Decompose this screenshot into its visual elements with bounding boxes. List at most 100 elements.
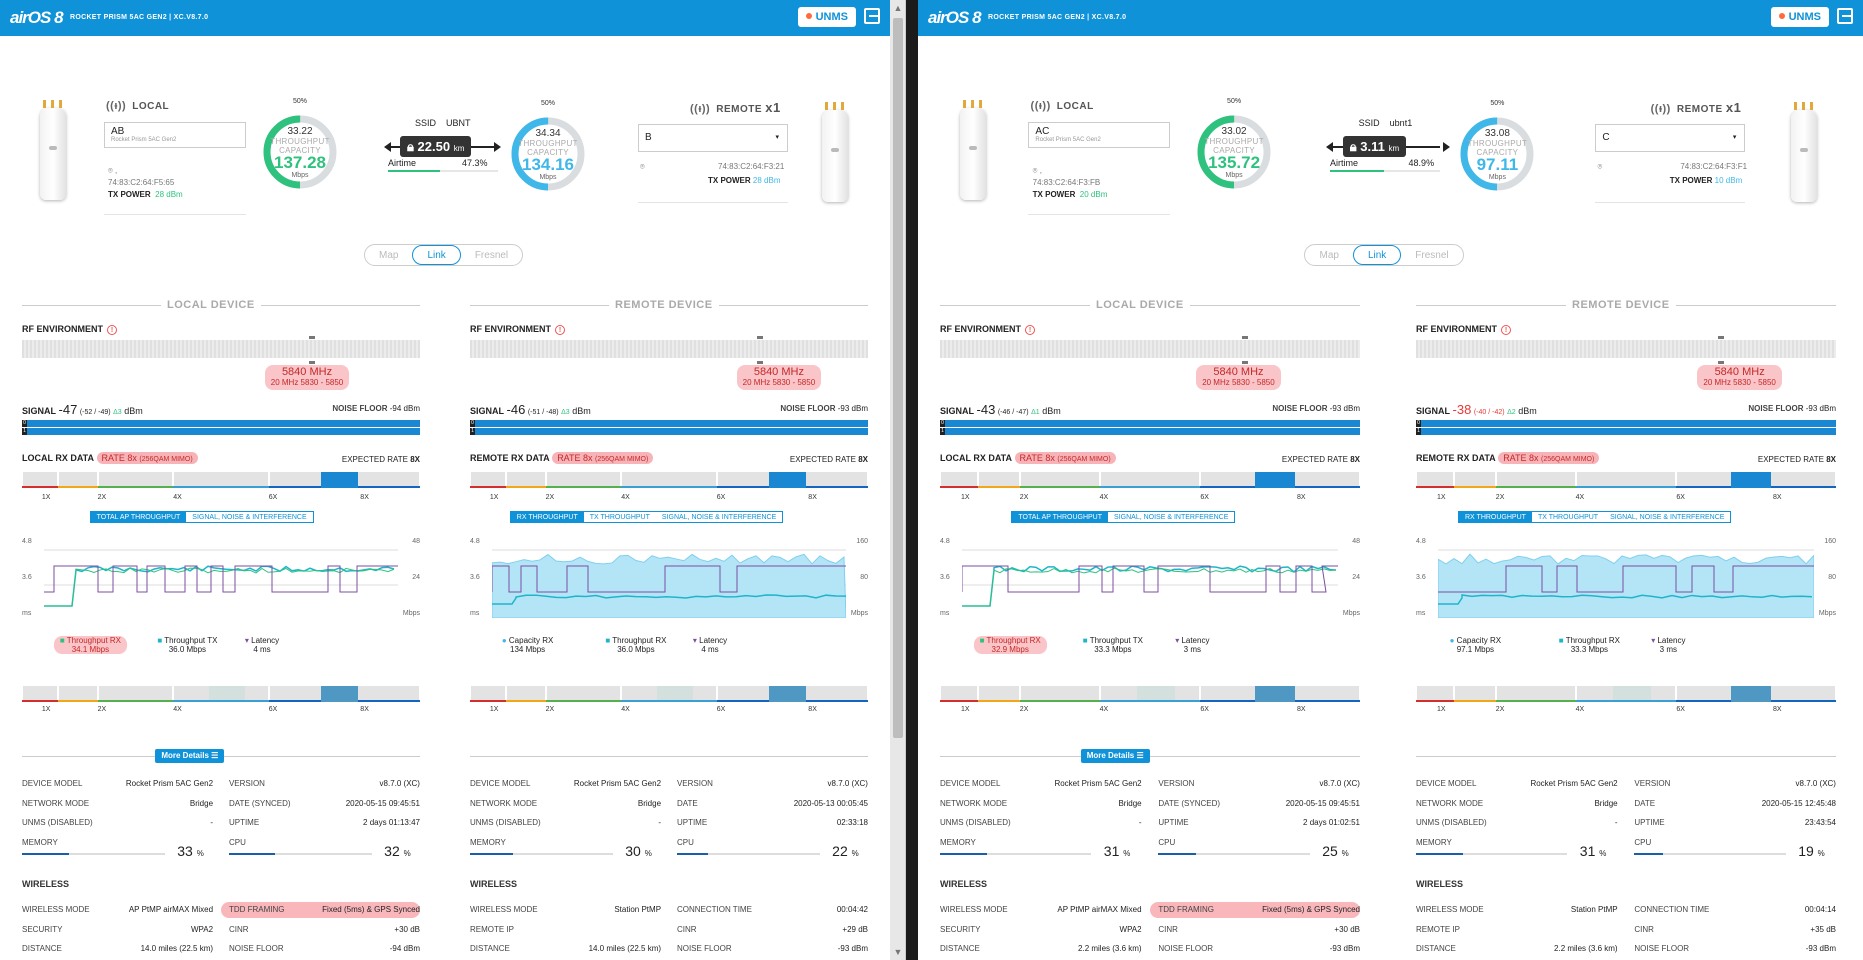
chain1-label: 1 xyxy=(470,428,475,435)
rate-underline xyxy=(1416,700,1454,702)
signal-bar-chain1: 1 xyxy=(22,428,420,435)
network-mode-value: Bridge xyxy=(637,799,662,808)
location-icon: ⌾ , xyxy=(108,166,118,175)
y-right-bottom: Mbps xyxy=(1342,610,1360,617)
y-right-mid: 24 xyxy=(412,574,420,581)
link-distance: 🔒︎ 3.11 km xyxy=(1342,136,1407,157)
chart-tab-a[interactable]: TOTAL AP THROUGHPUT xyxy=(90,512,187,522)
scrollbar[interactable]: ▲ ▼ xyxy=(890,0,906,960)
logout-icon[interactable] xyxy=(1837,8,1853,24)
info-warning-icon[interactable]: ! xyxy=(555,325,565,335)
rate-history-bar xyxy=(22,686,420,702)
tab-map[interactable]: Map xyxy=(1319,250,1339,261)
rf-environment-bar xyxy=(22,340,420,358)
remote-location-icon: ⌾ xyxy=(1597,162,1603,171)
scroll-down-icon[interactable]: ▼ xyxy=(893,947,903,957)
gauge-percent: 50% xyxy=(1490,100,1505,107)
rate-tick: 1X xyxy=(1437,494,1446,501)
rate-history-ticks: 1X 2X 4X 6X 8X xyxy=(940,706,1360,716)
remote-select[interactable]: B ▾ xyxy=(638,124,788,152)
local-txpower-value: 20 dBm xyxy=(1079,190,1108,199)
more-details-button[interactable]: More Details ☰ xyxy=(1080,749,1150,763)
tab-fresnel[interactable]: Fresnel xyxy=(474,250,509,261)
legend-item-1: ■ Throughput RX 32.9 Mbps xyxy=(973,636,1047,654)
unms-button[interactable]: UNMS xyxy=(1770,7,1829,27)
local-location: , xyxy=(1039,166,1042,175)
local-name-field[interactable]: AB Rocket Prism 5AC Gen2 xyxy=(104,122,246,148)
tab-link[interactable]: Link xyxy=(1352,245,1402,265)
device-model-header: ROCKET PRISM 5AC GEN2 | XC.V8.7.0 xyxy=(70,14,209,21)
rate-tick: 2X xyxy=(1495,706,1505,713)
rf-marker-bottom xyxy=(1242,361,1249,364)
chart-tab-b[interactable]: TX THROUGHPUT xyxy=(1537,514,1599,521)
remote-divider xyxy=(638,202,788,203)
airtime-bar xyxy=(388,170,498,172)
tab-link[interactable]: Link xyxy=(412,245,461,265)
chart-tab-b[interactable]: SIGNAL, NOISE & INTERFERENCE xyxy=(192,514,307,521)
remote-select[interactable]: C ▾ xyxy=(1595,124,1746,152)
distance-value: 3.11 xyxy=(1360,139,1385,154)
rate-segment xyxy=(98,472,173,486)
remote-txpower-value: 28 dBm xyxy=(752,176,781,185)
version-value: v8.7.0 (XC) xyxy=(1795,779,1836,788)
more-details-button[interactable]: More Details ☰ xyxy=(155,749,225,763)
rx-data-rate: LOCAL RX DATA RATE 8x (256QAM MIMO) xyxy=(22,452,198,464)
chart-tab-a[interactable]: TOTAL AP THROUGHPUT xyxy=(1012,512,1109,522)
info-warning-icon[interactable]: ! xyxy=(1501,325,1511,335)
gauge-throughput: 33.08 xyxy=(1484,128,1510,139)
signal-bar-chain1: 1 xyxy=(1416,428,1836,435)
uptime-value: 2 days 01:13:47 xyxy=(363,818,420,827)
chart-tab-b[interactable]: SIGNAL, NOISE & INTERFERENCE xyxy=(1114,514,1229,521)
tab-map[interactable]: Map xyxy=(379,250,399,261)
header-bar: airOS 8 ROCKET PRISM 5AC GEN2 | XC.V8.7.… xyxy=(918,0,1863,36)
y-right-top: 48 xyxy=(412,538,420,545)
rate-tick: 8X xyxy=(1297,706,1306,713)
frequency-value: 5840 xyxy=(753,366,779,378)
logout-icon[interactable] xyxy=(864,8,880,24)
local-name-field[interactable]: AC Rocket Prism 5AC Gen2 xyxy=(1028,122,1171,148)
date-value: 2020-05-13 00:05:45 xyxy=(793,799,868,808)
chain1-label: 1 xyxy=(940,428,945,435)
rate-tick: 8X xyxy=(808,494,817,501)
rate-modulation: (256QAM MIMO) xyxy=(139,456,193,463)
gauge-throughput: 33.02 xyxy=(1221,126,1247,137)
chart-tab-a[interactable]: RX THROUGHPUT xyxy=(1459,512,1532,522)
gauge-fill xyxy=(263,115,337,189)
antenna-icon: ((ᵼ)) xyxy=(106,100,127,112)
airtime-value: 47.3% xyxy=(462,158,488,168)
chart-tab-c[interactable]: SIGNAL, NOISE & INTERFERENCE xyxy=(1610,514,1725,521)
wireless-mode-value: AP PtMP airMAX Mixed xyxy=(1057,905,1142,914)
signal-bar-chain0: 0 xyxy=(1416,420,1836,427)
rate-tick: 6X xyxy=(1200,706,1209,713)
legend-item-3: ▾ Latency 4 ms xyxy=(692,636,728,654)
rate-underline xyxy=(173,700,269,702)
gauge-unit: Mbps xyxy=(1225,172,1243,179)
chart-tab-b[interactable]: TX THROUGHPUT xyxy=(589,514,650,521)
gauge-caption: THROUGHPUT CAPACITY xyxy=(270,137,330,155)
scroll-up-icon[interactable]: ▲ xyxy=(893,3,903,13)
arrow-right-icon xyxy=(1442,142,1450,152)
scrollbar-thumb[interactable] xyxy=(893,18,903,738)
details-divider xyxy=(1416,756,1836,757)
info-warning-icon[interactable]: ! xyxy=(107,325,117,335)
info-warning-icon[interactable]: ! xyxy=(1025,325,1035,335)
local-divider xyxy=(1028,214,1171,215)
rf-marker-top xyxy=(1718,336,1725,339)
latency-line xyxy=(1438,565,1814,593)
tab-fresnel[interactable]: Fresnel xyxy=(1415,250,1449,261)
uptime-value: 23:43:54 xyxy=(1804,818,1836,827)
rf-marker-bottom xyxy=(756,361,763,364)
rate-segment xyxy=(546,686,621,700)
rate-tick: 1X xyxy=(1437,706,1446,713)
unms-button[interactable]: UNMS xyxy=(797,7,856,27)
wireless-mode-value: Station PtMP xyxy=(1570,905,1618,914)
local-mac: 74:83:C2:64:F3:FB xyxy=(1032,178,1101,187)
y-left-mid: 3.6 xyxy=(22,574,32,581)
chart-tab-a[interactable]: RX THROUGHPUT xyxy=(510,512,584,522)
legend-value-2: 36.0 Mbps xyxy=(617,645,655,654)
gauge-caption: THROUGHPUT CAPACITY xyxy=(1204,137,1264,155)
chart-tab-c[interactable]: SIGNAL, NOISE & INTERFERENCE xyxy=(661,514,777,521)
rate-segment xyxy=(546,472,621,486)
signal-chains: (-51 / -48) xyxy=(527,409,559,416)
rf-marker-top xyxy=(308,336,315,339)
